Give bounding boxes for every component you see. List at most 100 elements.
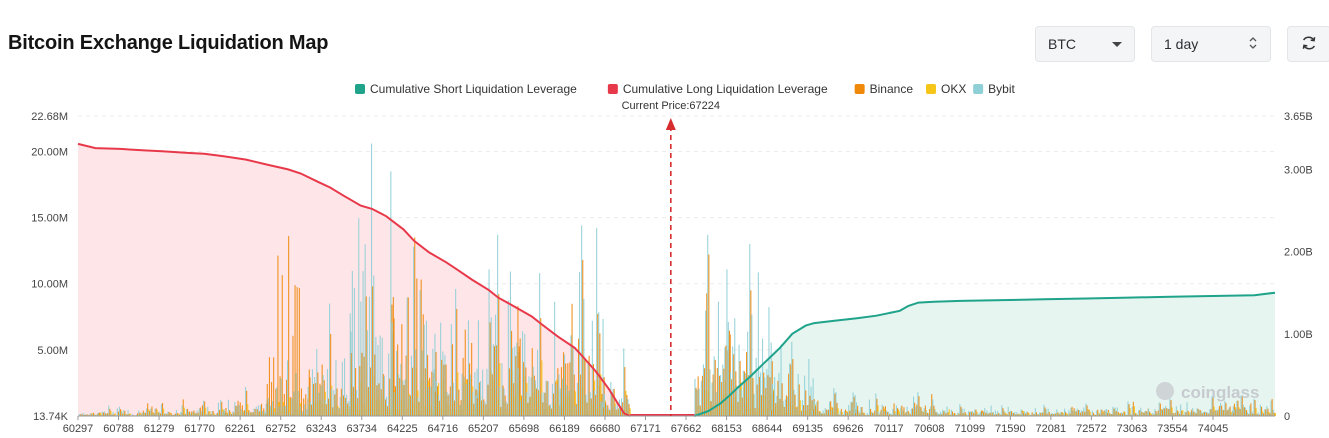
- bybit-bar: [986, 410, 988, 416]
- binance-bar: [584, 359, 586, 416]
- bybit-bar: [892, 408, 894, 416]
- binance-bar: [969, 412, 971, 416]
- okx-bar: [1193, 414, 1195, 416]
- bybit-bar: [1228, 407, 1230, 416]
- binance-bar: [288, 236, 290, 416]
- okx-bar: [623, 412, 625, 416]
- okx-bar: [249, 412, 251, 416]
- page-title: Bitcoin Exchange Liquidation Map: [8, 32, 329, 54]
- bybit-bar: [388, 353, 390, 416]
- binance-bar: [1162, 409, 1164, 416]
- bybit-bar: [625, 396, 627, 416]
- bybit-bar: [890, 413, 892, 416]
- bybit-bar: [873, 412, 875, 416]
- okx-bar: [780, 400, 782, 416]
- bybit-bar: [1012, 412, 1014, 416]
- okx-bar: [1068, 415, 1070, 416]
- bybit-bar: [217, 402, 219, 416]
- bybit-bar: [946, 406, 948, 416]
- bybit-bar: [192, 411, 194, 416]
- okx-bar: [1272, 411, 1274, 416]
- binance-bar: [918, 396, 920, 416]
- bybit-bar: [1060, 412, 1062, 416]
- binance-bar: [855, 408, 857, 416]
- okx-bar: [1054, 414, 1056, 416]
- bybit-bar: [1180, 404, 1182, 416]
- bybit-bar: [393, 392, 395, 416]
- left-tick-label: 15.00M: [31, 213, 68, 225]
- bybit-bar: [1178, 412, 1180, 416]
- bybit-bar: [1030, 414, 1032, 416]
- bybit-bar: [583, 298, 585, 416]
- bybit-bar: [618, 399, 620, 416]
- okx-bar: [787, 412, 789, 416]
- binance-bar: [1011, 411, 1013, 416]
- binance-bar: [542, 402, 544, 416]
- binance-bar: [476, 398, 478, 416]
- binance-bar: [1168, 409, 1170, 416]
- bybit-bar: [532, 366, 534, 416]
- bybit-bar: [461, 373, 463, 416]
- short-cumulative-line: [694, 291, 1276, 417]
- okx-bar: [393, 392, 395, 416]
- bybit-bar: [925, 411, 927, 416]
- okx-bar: [820, 413, 822, 416]
- okx-bar: [351, 400, 353, 416]
- okx-bar: [178, 413, 180, 416]
- binance-bar: [225, 408, 227, 416]
- coin-select[interactable]: BTC: [1035, 26, 1135, 62]
- binance-bar: [1008, 411, 1010, 416]
- bybit-bar: [324, 399, 326, 416]
- bybit-bar: [205, 414, 207, 416]
- okx-bar: [541, 360, 543, 416]
- bybit-bar: [1224, 400, 1226, 416]
- binance-bar: [224, 413, 226, 416]
- bybit-bar: [843, 411, 845, 416]
- okx-bar: [99, 413, 101, 416]
- bybit-bar: [994, 410, 996, 416]
- okx-bar: [566, 396, 568, 416]
- bybit-bar: [392, 333, 394, 416]
- binance-bar: [334, 394, 336, 416]
- binance-bar: [785, 395, 787, 416]
- okx-bar: [583, 355, 585, 416]
- binance-bar: [1059, 414, 1061, 416]
- bybit-bar: [306, 409, 308, 416]
- bybit-bar: [835, 392, 837, 416]
- x-tick-label: 73063: [1117, 423, 1148, 435]
- binance-bar: [174, 413, 176, 416]
- binance-bar: [517, 306, 519, 416]
- okx-bar: [841, 412, 843, 416]
- binance-bar: [1239, 409, 1241, 416]
- bybit-bar: [112, 412, 114, 416]
- okx-bar: [140, 413, 142, 416]
- bybit-bar: [1249, 405, 1251, 416]
- okx-bar: [814, 404, 816, 416]
- binance-bar: [1183, 414, 1185, 416]
- bybit-bar: [1104, 409, 1106, 416]
- bybit-bar: [559, 388, 561, 416]
- x-tick-label: 63243: [306, 423, 337, 435]
- range-select[interactable]: 1 day: [1151, 26, 1271, 62]
- bybit-bar: [579, 271, 581, 416]
- binance-bar: [746, 352, 748, 416]
- binance-bar: [538, 390, 540, 416]
- binance-bar: [99, 412, 101, 416]
- okx-bar: [724, 381, 726, 416]
- okx-bar: [129, 413, 131, 416]
- binance-bar: [1015, 414, 1017, 416]
- binance-bar: [107, 413, 109, 416]
- bybit-bar: [780, 344, 782, 416]
- binance-bar: [765, 388, 767, 416]
- binance-bar: [1107, 409, 1109, 416]
- okx-bar: [1190, 415, 1192, 416]
- okx-bar: [314, 402, 316, 416]
- bybit-bar: [1118, 414, 1120, 416]
- okx-bar: [284, 412, 286, 416]
- bybit-bar: [138, 410, 140, 416]
- bybit-bar: [123, 410, 125, 416]
- refresh-button[interactable]: [1287, 26, 1329, 62]
- bybit-bar: [175, 410, 177, 416]
- bybit-bar: [1131, 406, 1133, 416]
